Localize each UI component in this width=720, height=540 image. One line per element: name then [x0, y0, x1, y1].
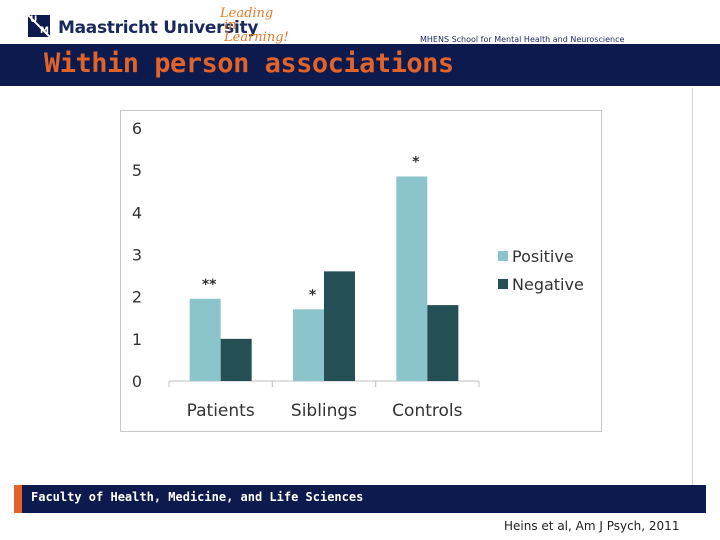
y-tick-label: 2 — [132, 288, 142, 307]
legend-label-positive: Positive — [512, 247, 574, 266]
tagline-line1: Leading — [220, 6, 274, 21]
footer-bar — [14, 485, 706, 513]
faculty-name: Faculty of Health, Medicine, and Life Sc… — [31, 490, 364, 504]
y-tick-label: 3 — [132, 246, 142, 265]
logo-letter-bottom: M — [40, 26, 49, 36]
y-tick-label: 6 — [132, 119, 142, 138]
bar-positive-siblings — [293, 309, 324, 381]
bar-positive-patients — [189, 298, 221, 381]
y-tick-label: 1 — [132, 330, 142, 349]
logo-letter-top: U — [30, 15, 38, 25]
logo-diagonal-icon — [28, 15, 50, 37]
y-tick-label: 4 — [132, 203, 142, 222]
citation: Heins et al, Am J Psych, 2011 — [504, 519, 680, 533]
legend-swatch-positive — [498, 251, 508, 261]
chart-frame: 0 1 2 3 4 5 6 Patients Siblings Controls ** * * Posit… — [120, 110, 602, 432]
legend-label-negative: Negative — [512, 275, 584, 294]
legend-swatch-negative — [498, 279, 508, 289]
bar-negative-patients — [220, 338, 252, 381]
slide-title: Within person associations — [44, 48, 454, 79]
title-bar — [0, 44, 720, 86]
bar-negative-siblings — [324, 271, 355, 381]
bar-positive-controls — [396, 176, 428, 381]
bar-negative-controls — [427, 305, 459, 381]
tagline: Leading in Learning! — [220, 6, 300, 45]
tagline-line2: in Learning! — [224, 18, 289, 45]
significance-marker: * — [412, 154, 420, 170]
footer-accent — [14, 485, 22, 513]
school-name: MHENS School for Mental Health and Neuro… — [420, 35, 625, 44]
category-label: Controls — [392, 401, 462, 421]
category-label: Patients — [187, 401, 255, 421]
university-name: Maastricht University — [58, 18, 259, 38]
y-tick-label: 5 — [132, 161, 142, 180]
category-label: Siblings — [291, 401, 357, 421]
significance-marker: ** — [202, 277, 217, 293]
right-divider — [692, 88, 693, 488]
y-tick-label: 0 — [132, 372, 142, 391]
significance-marker: * — [309, 287, 317, 303]
